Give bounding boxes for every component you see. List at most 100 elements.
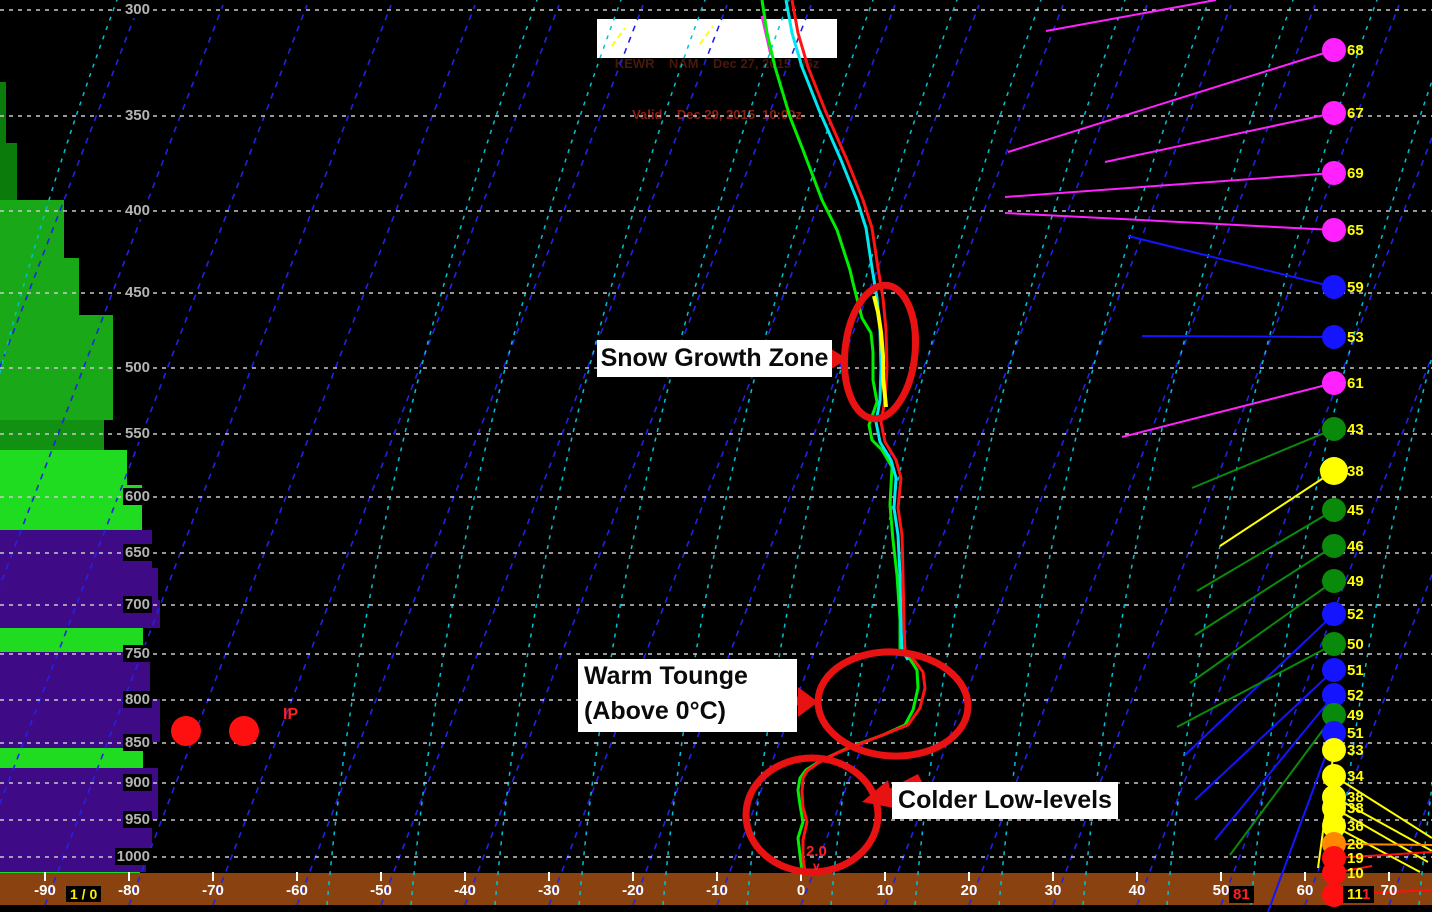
isotherm-line xyxy=(1388,790,1432,906)
moist-adiabat-line xyxy=(1082,0,1294,906)
humidity-bar xyxy=(0,628,143,652)
wind-stick xyxy=(1333,775,1432,839)
header-artifact-dash xyxy=(611,27,626,47)
moist-adiabat-line xyxy=(410,0,622,906)
wind-speed-dot xyxy=(1322,721,1346,745)
wind-stick xyxy=(1127,235,1335,288)
wetbulb_segment-curve xyxy=(872,295,888,408)
isotherm-line xyxy=(884,4,1232,906)
wind-stick xyxy=(1007,49,1335,153)
wind-speed-dot xyxy=(1322,738,1346,762)
wind-speed-dot xyxy=(1322,371,1346,395)
humidity-bar xyxy=(0,699,160,742)
humidity-bar xyxy=(0,856,146,872)
isotherm-line xyxy=(632,4,980,906)
surface-temp-label: 2.0 xyxy=(806,843,827,860)
wind-speed-dot xyxy=(1322,101,1346,125)
annotation-ellipse xyxy=(742,754,882,876)
wind-stick xyxy=(1176,643,1335,728)
wind-speed-dot xyxy=(1322,796,1346,820)
wind-speed-label: 67 xyxy=(1347,105,1364,122)
wind-speed-label: 59 xyxy=(1347,279,1364,296)
humidity-bar xyxy=(0,742,130,748)
moist-adiabat-line xyxy=(0,0,118,376)
isotherm-line xyxy=(800,4,1148,906)
humidity-bar xyxy=(0,258,79,315)
count-11-red: 1 xyxy=(1362,886,1371,903)
wind-speed-label: 49 xyxy=(1347,707,1364,724)
wind-stick xyxy=(1214,694,1335,841)
wind-speed-label: 34 xyxy=(1347,768,1364,785)
wind-speed-dot xyxy=(1322,658,1346,682)
bottom-strip xyxy=(0,905,1432,912)
wind-speed-label: 61 xyxy=(1347,375,1364,392)
wind-speed-dot xyxy=(1322,325,1346,349)
annotation-snow-growth-zone: Snow Growth Zone xyxy=(597,340,832,377)
humidity-bar xyxy=(0,82,6,143)
dewpoint-curve xyxy=(760,0,920,872)
humidity-bar xyxy=(0,748,143,768)
wind-speed-label: 19 xyxy=(1347,850,1364,867)
isotherm-line xyxy=(44,4,392,906)
surface-temp-marker: v xyxy=(813,859,820,873)
wind-speed-dot xyxy=(1322,161,1346,185)
wind-speed-dot xyxy=(1322,814,1346,838)
isotherm-line xyxy=(212,4,560,906)
wind-speed-label: 10 xyxy=(1347,865,1364,882)
wind-stick xyxy=(1191,428,1335,489)
precip-type-label: IP xyxy=(283,706,299,723)
wind-speed-dot xyxy=(1322,883,1346,907)
wind-stick xyxy=(1004,172,1335,198)
annotation-ellipse xyxy=(840,281,920,423)
wind-speed-label: 51 xyxy=(1347,725,1364,742)
annotation-warm-tongue: Warm Tounge (Above 0°C) xyxy=(578,659,797,732)
wind-speed-dot xyxy=(1320,457,1348,485)
wind-speed-label: 69 xyxy=(1347,165,1364,182)
moist-adiabat-line xyxy=(662,0,874,906)
wind-speed-dot xyxy=(1322,218,1346,242)
moist-adiabat-line xyxy=(578,0,790,906)
wind-stick xyxy=(1194,545,1335,636)
wind-stick xyxy=(1189,580,1335,684)
wind-speed-label: 50 xyxy=(1347,636,1364,653)
moist-adiabat-line xyxy=(998,0,1210,906)
isotherm-line xyxy=(380,4,728,906)
wind-speed-label: 53 xyxy=(1347,329,1364,346)
moist-adiabat-line xyxy=(1334,354,1432,906)
isotherm-line xyxy=(296,4,644,906)
wind-speed-label: 45 xyxy=(1347,502,1364,519)
isotherm-line xyxy=(128,4,476,906)
wind-stick xyxy=(1045,0,1217,32)
wind-speed-label: 38 xyxy=(1347,463,1364,480)
humidity-bar xyxy=(0,450,127,485)
isotherm-line xyxy=(1136,135,1432,906)
isotherm-line xyxy=(464,4,812,906)
temperature-curve xyxy=(790,0,927,872)
annotation-arrow-head xyxy=(798,687,818,717)
wind-speed-dot xyxy=(1322,417,1346,441)
wind-speed-dot xyxy=(1322,38,1346,62)
wind-speed-label: 52 xyxy=(1347,606,1364,623)
isotherm-line xyxy=(548,4,896,906)
count-11-label: 111 xyxy=(1343,886,1375,903)
isotherm-line xyxy=(968,4,1316,906)
wind-stick xyxy=(1333,843,1432,846)
wind-speed-dot xyxy=(1322,632,1346,656)
wind-speed-dot xyxy=(1322,602,1346,626)
wind-speed-label: 49 xyxy=(1347,573,1364,590)
isotherm-line xyxy=(1304,572,1432,906)
wind-stick xyxy=(1121,382,1335,438)
ip-dot xyxy=(229,716,259,746)
humidity-bar xyxy=(0,200,64,258)
wind-stick xyxy=(1219,470,1335,547)
wind-stick xyxy=(1141,335,1335,338)
wind-stick xyxy=(1333,825,1421,873)
wind-speed-dot xyxy=(1322,275,1346,299)
wind-speed-label: 38 xyxy=(1347,789,1364,806)
wind-stick xyxy=(1196,509,1335,592)
wind-speed-label: 38 xyxy=(1347,800,1364,817)
wind-speed-label: 65 xyxy=(1347,222,1364,239)
annotation-warm-tongue-line1: Warm Tounge xyxy=(584,662,748,690)
wind-speed-dot xyxy=(1322,703,1346,727)
humidity-bar xyxy=(0,420,104,450)
